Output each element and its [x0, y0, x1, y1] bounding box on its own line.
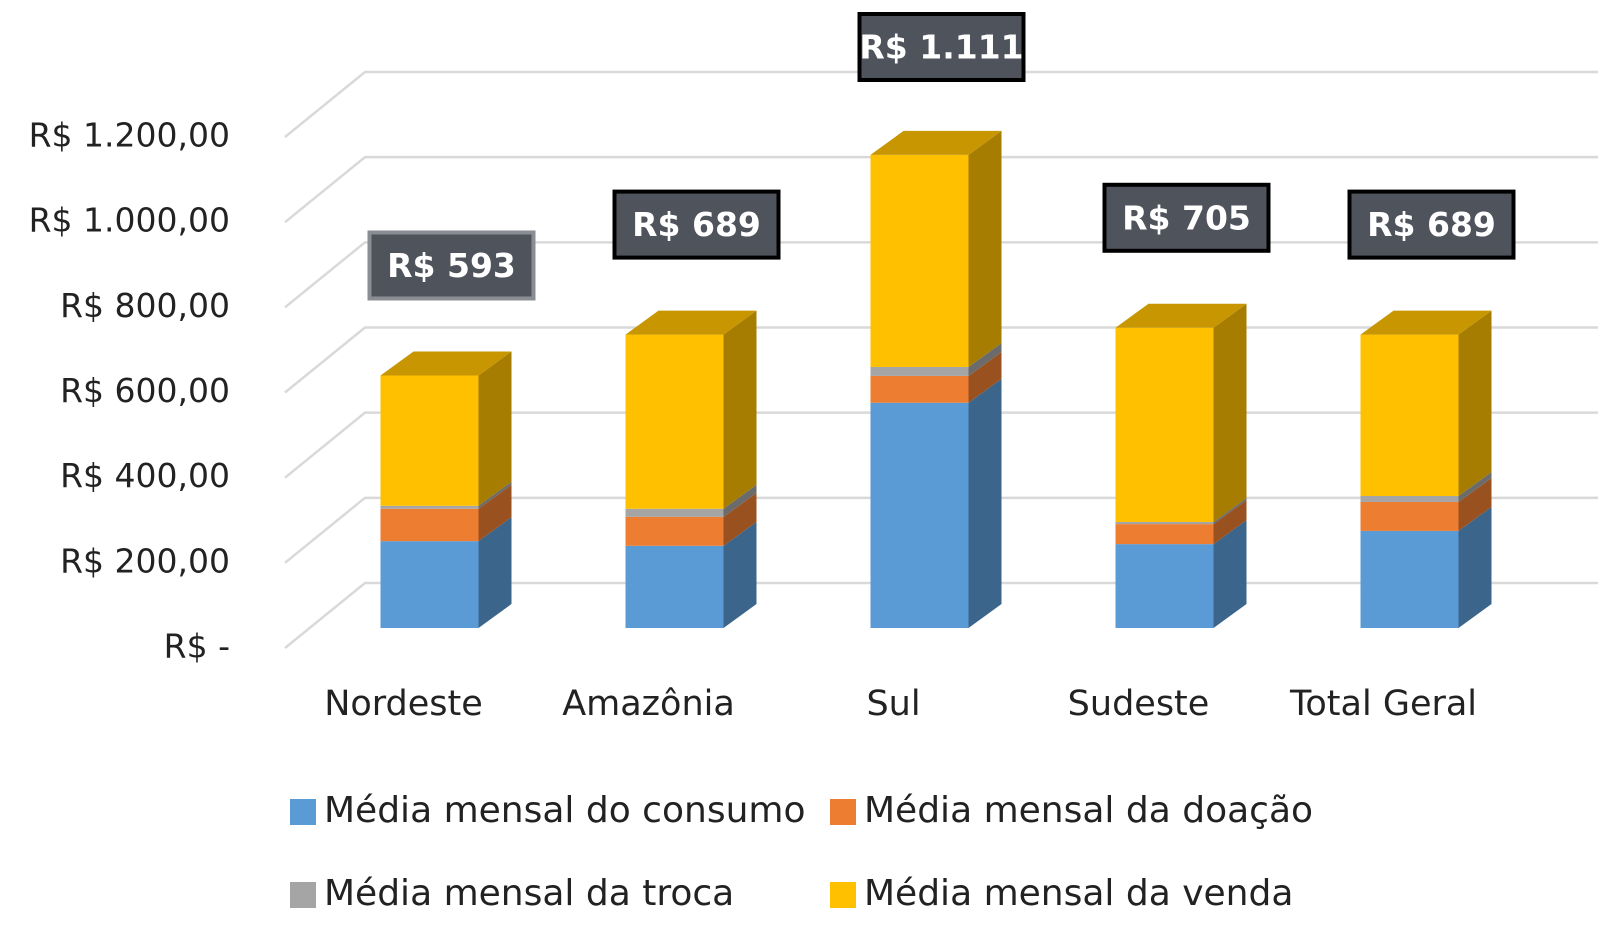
- bar: [1360, 334, 1459, 496]
- bar: [1360, 501, 1459, 531]
- grid-line: [284, 155, 1598, 224]
- total-label: R$ 689: [1347, 189, 1516, 260]
- bar: [625, 545, 724, 628]
- bar-side: [968, 130, 1002, 367]
- label-text: R$ 705: [1122, 198, 1251, 237]
- bar-top: [625, 310, 757, 335]
- bar-side: [478, 481, 512, 509]
- legend-swatch: [830, 799, 856, 825]
- y-tick-label: R$ 400,00: [60, 456, 230, 495]
- bar-side: [723, 492, 757, 546]
- total-label: R$ 593: [367, 230, 536, 301]
- bar-side: [968, 342, 1002, 376]
- legend-swatch: [830, 882, 856, 908]
- label-box: [1347, 189, 1516, 260]
- bar-side: [1213, 497, 1247, 525]
- bar-side: [968, 351, 1002, 403]
- bar-side: [1458, 506, 1492, 628]
- legend-label: Média mensal do consumo: [324, 790, 805, 831]
- bar-side: [1213, 303, 1247, 522]
- label-text: R$ 593: [387, 246, 516, 285]
- bar: [870, 366, 969, 376]
- label-text: R$ 1.111: [859, 28, 1023, 67]
- x-tick-label: Amazônia: [562, 684, 735, 724]
- bar: [380, 375, 479, 506]
- bar-side: [1458, 310, 1492, 496]
- bar: [1115, 327, 1214, 522]
- bar: [1115, 544, 1214, 628]
- bar: [870, 154, 969, 367]
- label-box: [612, 189, 781, 260]
- bar-side: [1458, 477, 1492, 531]
- legend-label: Média mensal da doação: [864, 790, 1313, 831]
- bar-top: [380, 351, 512, 376]
- grid-line: [284, 70, 1598, 138]
- bar: [380, 508, 479, 542]
- label-text: R$ 689: [1367, 205, 1496, 244]
- x-tick-label: Nordeste: [324, 684, 483, 724]
- bar-side: [1213, 500, 1247, 545]
- bar-side: [723, 310, 757, 509]
- y-tick-label: R$ 1.200,00: [29, 116, 230, 155]
- bar: [1360, 495, 1459, 502]
- bar: [870, 402, 969, 628]
- bar-side: [1213, 520, 1247, 628]
- y-tick-label: R$ 1.000,00: [29, 201, 230, 240]
- bar: [625, 508, 724, 517]
- y-tick-label: R$ -: [164, 627, 230, 666]
- bar-side: [1458, 471, 1492, 502]
- y-tick-label: R$ 800,00: [60, 286, 230, 325]
- x-tick-label: Sudeste: [1068, 684, 1210, 724]
- bar: [870, 375, 969, 403]
- legend-swatch: [290, 882, 316, 908]
- y-tick-label: R$ 600,00: [60, 371, 230, 410]
- y-tick-label: R$ 200,00: [60, 541, 230, 580]
- label-box: [1102, 182, 1271, 253]
- legend-swatch: [290, 799, 316, 825]
- bar-side: [478, 517, 512, 628]
- bar: [625, 334, 724, 509]
- bar-side: [478, 484, 512, 542]
- bar: [380, 505, 479, 509]
- label-text: R$ 689: [632, 205, 761, 244]
- label-box: [857, 12, 1026, 82]
- x-tick-label: Sul: [866, 684, 920, 724]
- bar-side: [723, 484, 757, 517]
- bar-top: [1360, 310, 1492, 335]
- label-box: [367, 230, 536, 301]
- bar-top: [1115, 303, 1247, 328]
- bar: [1115, 524, 1214, 545]
- total-label: R$ 689: [612, 189, 781, 260]
- legend-label: Média mensal da venda: [864, 873, 1293, 914]
- total-label: R$ 1.111: [857, 12, 1026, 82]
- bar-side: [478, 351, 512, 506]
- bar-side: [723, 521, 757, 628]
- bar: [1115, 521, 1214, 525]
- bar-side: [968, 378, 1002, 628]
- bar: [1360, 530, 1459, 628]
- x-tick-label: Total Geral: [1289, 684, 1477, 724]
- bar: [380, 541, 479, 628]
- legend-label: Média mensal da troca: [324, 873, 734, 914]
- bar-top: [870, 130, 1002, 155]
- total-label: R$ 705: [1102, 182, 1271, 253]
- bar: [625, 516, 724, 546]
